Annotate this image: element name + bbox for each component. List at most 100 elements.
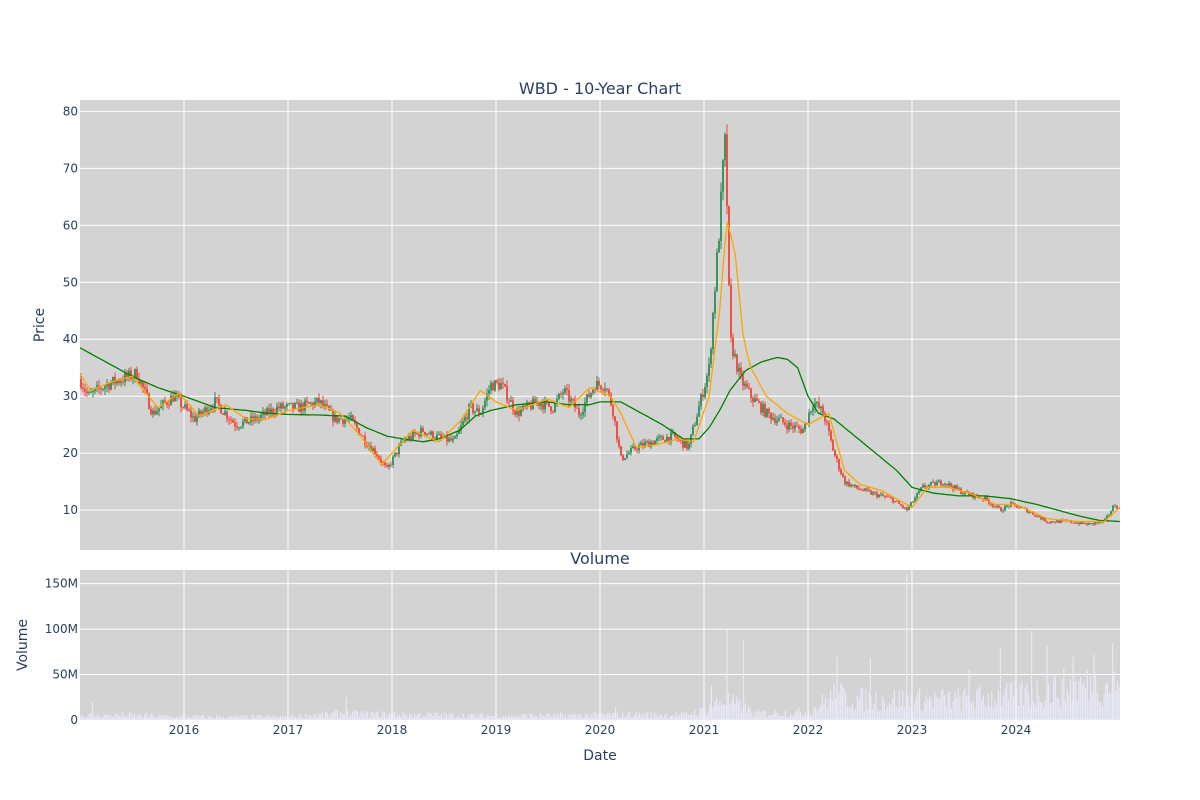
candle-body: [156, 411, 158, 415]
volume-bar: [918, 687, 921, 720]
candle-body: [636, 449, 638, 451]
volume-bar: [665, 713, 667, 720]
candle-body: [714, 290, 716, 313]
volume-bar: [652, 716, 654, 720]
candle-body: [778, 418, 780, 421]
volume-bar: [1100, 702, 1102, 720]
volume-bar: [987, 693, 989, 720]
candle-body: [1094, 522, 1096, 525]
candle-body: [666, 436, 668, 442]
volume-bar: [637, 715, 639, 720]
volume-bar: [771, 714, 773, 720]
volume-bar: [519, 716, 521, 720]
candle-body: [466, 417, 468, 420]
candle-body: [806, 422, 808, 424]
candle-body: [386, 465, 388, 467]
volume-bar: [221, 718, 223, 720]
candle-body: [716, 252, 718, 291]
candle-body: [958, 488, 960, 490]
candle-body: [116, 380, 118, 384]
volume-bar: [348, 716, 350, 720]
volume-bar: [507, 714, 510, 720]
candle-body: [172, 395, 174, 402]
candle-body: [756, 398, 758, 402]
volume-bar: [172, 717, 174, 720]
volume-bar: [363, 715, 365, 720]
candle-body: [102, 388, 104, 390]
volume-bar: [373, 714, 375, 720]
candle-body: [296, 402, 298, 404]
volume-bar: [405, 714, 407, 720]
volume-bar: [704, 709, 706, 720]
candle-body: [516, 410, 518, 415]
candle-body: [202, 411, 204, 415]
candle-body: [720, 191, 722, 241]
volume-bar: [1071, 701, 1073, 720]
volume-bar: [920, 709, 922, 720]
volume-bar: [996, 705, 998, 720]
volume-bar: [214, 718, 216, 720]
candle-body: [478, 408, 480, 415]
candle-body: [322, 400, 324, 407]
candle-body: [910, 501, 912, 507]
candle-body: [326, 404, 328, 406]
volume-bar: [1101, 706, 1103, 720]
volume-bar: [457, 716, 459, 720]
volume-bar: [892, 698, 894, 720]
candle-body: [378, 456, 380, 459]
volume-bar: [425, 715, 427, 720]
volume-bar: [368, 717, 370, 720]
volume-bar: [1086, 670, 1088, 720]
candle-body: [342, 419, 344, 424]
candle-body: [754, 398, 756, 402]
volume-bar: [746, 712, 748, 720]
candle-body: [1112, 506, 1114, 512]
candle-body: [216, 397, 218, 399]
candle-body: [860, 489, 862, 491]
volume-bar: [667, 717, 669, 720]
candle-body: [620, 446, 622, 456]
candle-body: [584, 402, 586, 412]
volume-bar: [981, 699, 983, 720]
volume-bar: [875, 691, 877, 720]
volume-bar: [789, 713, 791, 720]
volume-bar: [1051, 702, 1053, 720]
volume-bar: [1022, 705, 1025, 720]
candle-body: [588, 394, 590, 398]
price-grid: [80, 100, 1120, 550]
volume-bar: [860, 688, 862, 720]
volume-bar: [147, 716, 149, 720]
volume-bar: [140, 716, 142, 720]
volume-bar: [970, 704, 973, 720]
volume-bar: [397, 714, 399, 720]
x-tick-label: 2022: [793, 723, 824, 737]
candle-body: [732, 337, 734, 357]
volume-bar: [843, 687, 845, 720]
volume-bar: [543, 715, 545, 720]
candle-body: [110, 382, 112, 390]
candle-body: [1098, 521, 1100, 524]
volume-bar: [276, 716, 278, 720]
candle-body: [820, 406, 822, 409]
volume-bar: [159, 714, 161, 720]
volume-bar: [382, 711, 384, 720]
price-y-ticks: 10 20 30 40 50 60 70 80: [63, 104, 78, 517]
volume-bar: [1116, 680, 1119, 720]
volume-bar: [149, 716, 151, 720]
candle-body: [950, 483, 952, 487]
volume-bar: [133, 713, 136, 720]
candle-body: [392, 456, 394, 466]
volume-bar: [216, 715, 218, 720]
volume-bar: [1019, 684, 1021, 720]
volume-bar: [573, 713, 575, 720]
candle-body: [904, 507, 906, 509]
volume-bar: [81, 715, 84, 720]
candle-body: [1056, 520, 1058, 523]
volume-bar: [570, 714, 572, 720]
candle-body: [568, 389, 570, 402]
volume-bar: [655, 714, 657, 720]
volume-bar: [434, 713, 436, 720]
volume-bar: [494, 714, 496, 720]
